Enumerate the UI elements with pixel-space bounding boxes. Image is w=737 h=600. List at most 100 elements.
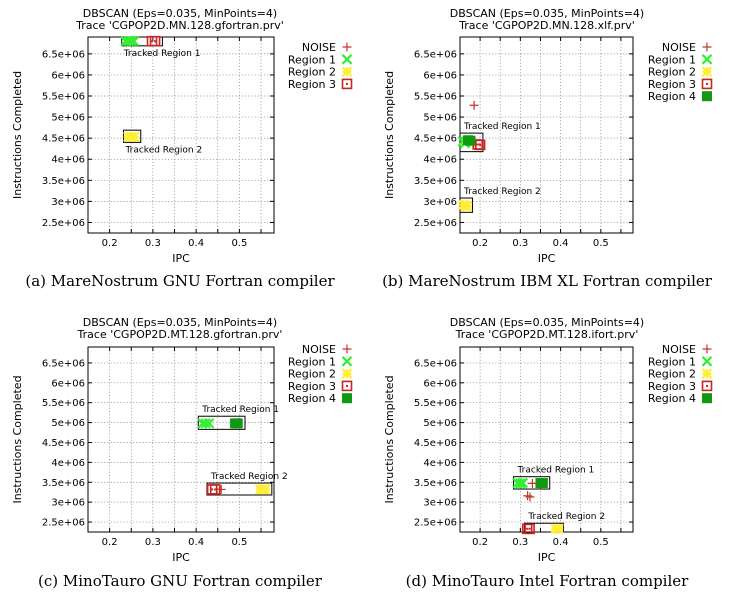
legend-marker xyxy=(702,42,712,52)
y-tick-label: 5e+06 xyxy=(51,113,85,124)
x-tick-label: 0.2 xyxy=(472,238,488,249)
legend-marker-dot xyxy=(706,384,708,387)
y-tick-label: 3e+06 xyxy=(51,197,85,208)
data-point-region-1 xyxy=(128,35,140,47)
data-point-noise xyxy=(216,484,226,494)
panel-a: DBSCAN (Eps=0.035, MinPoints=4)Trace 'CG… xyxy=(11,7,353,290)
legend-label: Region 4 xyxy=(288,392,336,405)
legend-marker xyxy=(341,356,353,367)
figure-caption: (b) MareNostrum IBM XL Fortran compiler xyxy=(382,272,713,290)
legend-marker-dot xyxy=(346,384,348,387)
x-tick-label: 0.3 xyxy=(512,238,528,249)
y-tick-label: 5.5e+06 xyxy=(414,398,457,409)
legend-marker xyxy=(701,356,713,367)
chart-subtitle: Trace 'CGPOP2D.MT.128.ifort.prv' xyxy=(455,328,639,341)
figure-caption: (c) MinoTauro GNU Fortran compiler xyxy=(38,572,323,590)
tracked-region-label: Tracked Region 2 xyxy=(210,472,288,482)
data-point-region-4 xyxy=(232,418,243,429)
figure-caption: (d) MinoTauro Intel Fortran compiler xyxy=(406,572,689,590)
legend-marker xyxy=(341,66,353,77)
x-tick-label: 0.2 xyxy=(102,537,118,548)
data-point-noise xyxy=(469,100,479,110)
y-axis-label: Instructions Completed xyxy=(11,375,24,503)
data-point-noise xyxy=(523,491,533,501)
y-tick-label: 6.5e+06 xyxy=(42,49,85,60)
y-tick-label: 6e+06 xyxy=(423,378,457,389)
data-point-region-4 xyxy=(537,478,548,489)
y-tick-label: 4e+06 xyxy=(423,155,457,166)
chart-subtitle: Trace 'CGPOP2D.MN.128.gfortran.prv' xyxy=(75,19,284,32)
x-tick-label: 0.3 xyxy=(145,238,161,249)
x-tick-label: 0.5 xyxy=(231,238,247,249)
plot-frame xyxy=(459,346,634,533)
y-tick-label: 5e+06 xyxy=(423,113,457,124)
y-tick-label: 4.5e+06 xyxy=(42,134,85,145)
tracked-region-box xyxy=(121,36,163,47)
legend-label: Region 2 xyxy=(288,368,336,381)
y-tick-label: 4.5e+06 xyxy=(414,438,457,449)
x-tick-label: 0.3 xyxy=(512,537,528,548)
y-tick-label: 3.5e+06 xyxy=(42,478,85,489)
chart-title: DBSCAN (Eps=0.035, MinPoints=4) xyxy=(450,316,644,329)
y-tick-label: 3e+06 xyxy=(423,498,457,509)
data-point-region-3-dot xyxy=(526,527,529,530)
legend-marker-dot xyxy=(346,82,348,85)
y-tick-label: 5.5e+06 xyxy=(42,92,85,103)
x-tick-label: 0.2 xyxy=(102,238,118,249)
tracked-region-label: Tracked Region 2 xyxy=(124,145,202,155)
x-axis-label: IPC xyxy=(538,551,556,564)
tracked-region-label: Tracked Region 2 xyxy=(527,512,605,522)
data-point-region-3-dot xyxy=(154,40,157,43)
legend-label: Region 1 xyxy=(648,53,696,66)
legend-marker xyxy=(341,380,353,392)
data-point-region-3-dot xyxy=(479,143,482,146)
x-axis-label: IPC xyxy=(172,551,190,564)
legend-label: Region 2 xyxy=(288,66,336,79)
y-axis-label: Instructions Completed xyxy=(383,71,396,199)
tracked-region-box xyxy=(197,415,246,430)
y-tick-label: 5e+06 xyxy=(51,418,85,429)
legend-marker xyxy=(701,54,713,65)
data-point-region-1 xyxy=(125,35,137,47)
y-tick-label: 4e+06 xyxy=(51,458,85,469)
y-tick-label: 5e+06 xyxy=(423,418,457,429)
data-point-noise xyxy=(527,478,537,488)
y-tick-label: 6e+06 xyxy=(51,378,85,389)
tracked-region-label: Tracked Region 1 xyxy=(463,122,541,132)
figure-caption: (a) MareNostrum GNU Fortran compiler xyxy=(25,272,335,290)
legend-label: Region 3 xyxy=(648,78,696,91)
x-axis-label: IPC xyxy=(538,252,556,265)
data-point-region-3-dot xyxy=(528,527,531,530)
x-tick-label: 0.3 xyxy=(145,537,161,548)
data-point-region-3-dot xyxy=(151,40,154,43)
data-point-region-1 xyxy=(517,477,529,489)
y-tick-label: 2.5e+06 xyxy=(42,218,85,229)
legend-marker-dot xyxy=(706,82,708,85)
y-tick-label: 2.5e+06 xyxy=(414,518,457,529)
x-tick-label: 0.5 xyxy=(231,537,247,548)
y-tick-label: 3.5e+06 xyxy=(414,176,457,187)
chart-title: DBSCAN (Eps=0.035, MinPoints=4) xyxy=(450,7,644,20)
plot-frame xyxy=(87,346,275,533)
legend-marker xyxy=(701,78,713,90)
data-point-region-1 xyxy=(515,478,526,489)
y-tick-label: 4e+06 xyxy=(51,155,85,166)
legend-marker xyxy=(341,78,353,90)
y-tick-label: 6e+06 xyxy=(51,70,85,81)
y-tick-label: 6.5e+06 xyxy=(42,358,85,369)
data-point-region-1 xyxy=(200,418,211,429)
data-point-region-2 xyxy=(553,523,564,535)
data-point-region-3-dot xyxy=(476,143,479,146)
y-tick-label: 4.5e+06 xyxy=(414,134,457,145)
y-tick-label: 4e+06 xyxy=(423,458,457,469)
data-point-region-4 xyxy=(465,135,476,146)
legend-marker xyxy=(701,380,713,392)
legend-marker xyxy=(341,368,353,379)
y-tick-label: 6.5e+06 xyxy=(414,358,457,369)
y-tick-label: 2.5e+06 xyxy=(414,218,457,229)
tracked-region-box xyxy=(513,476,551,490)
chart-title: DBSCAN (Eps=0.035, MinPoints=4) xyxy=(83,316,277,329)
y-tick-label: 3.5e+06 xyxy=(414,478,457,489)
legend-label: Region 4 xyxy=(648,90,696,103)
tracked-region-box xyxy=(122,129,142,143)
